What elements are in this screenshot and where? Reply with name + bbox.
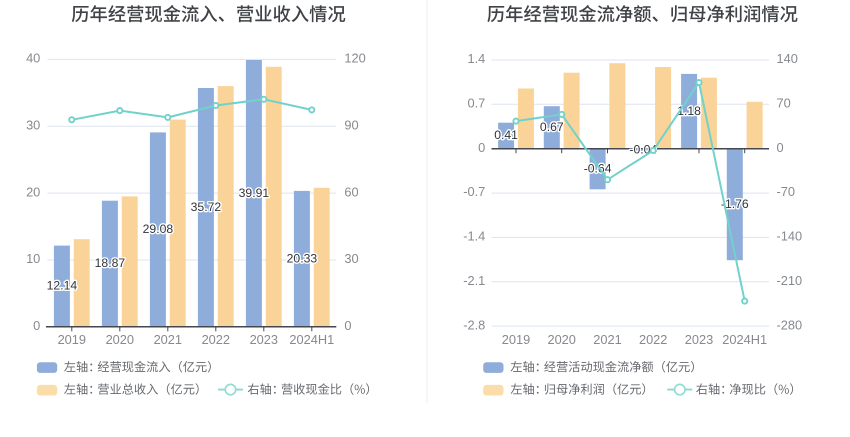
svg-text:40: 40 <box>26 51 40 66</box>
svg-text:2023: 2023 <box>685 332 713 347</box>
svg-text:0: 0 <box>33 318 40 333</box>
svg-text:20: 20 <box>26 184 40 199</box>
svg-text:0.67: 0.67 <box>540 120 564 134</box>
svg-text:-280: -280 <box>777 317 803 332</box>
svg-text:20.33: 20.33 <box>287 251 318 265</box>
svg-text:70: 70 <box>777 96 791 111</box>
svg-text:2019: 2019 <box>502 332 530 347</box>
svg-text:29.08: 29.08 <box>143 222 174 236</box>
svg-text:-2.8: -2.8 <box>463 317 485 332</box>
svg-text:1.4: 1.4 <box>468 51 486 66</box>
svg-text:0: 0 <box>344 318 351 333</box>
svg-text:-70: -70 <box>777 184 796 199</box>
svg-text:2022: 2022 <box>639 332 667 347</box>
svg-text:2024H1: 2024H1 <box>722 332 767 347</box>
svg-text:-1.4: -1.4 <box>463 229 485 244</box>
svg-text:2021: 2021 <box>154 332 182 347</box>
svg-text:2020: 2020 <box>547 332 575 347</box>
svg-text:2019: 2019 <box>58 332 86 347</box>
svg-text:18.87: 18.87 <box>95 256 126 270</box>
svg-text:0: 0 <box>478 140 485 155</box>
svg-text:140: 140 <box>777 51 798 66</box>
svg-text:-140: -140 <box>777 229 803 244</box>
svg-text:2023: 2023 <box>250 332 278 347</box>
svg-text:35.72: 35.72 <box>191 200 222 214</box>
svg-text:0.7: 0.7 <box>468 96 486 111</box>
svg-text:90: 90 <box>344 117 358 132</box>
svg-text:2021: 2021 <box>593 332 621 347</box>
svg-text:39.91: 39.91 <box>239 186 270 200</box>
svg-text:-0.64: -0.64 <box>584 162 612 176</box>
svg-text:30: 30 <box>344 251 358 266</box>
svg-text:10: 10 <box>26 251 40 266</box>
svg-text:60: 60 <box>344 184 358 199</box>
svg-text:30: 30 <box>26 117 40 132</box>
svg-text:-210: -210 <box>777 273 803 288</box>
svg-text:2022: 2022 <box>202 332 230 347</box>
svg-text:-2.1: -2.1 <box>463 273 485 288</box>
svg-text:0: 0 <box>777 140 784 155</box>
svg-text:2024H1: 2024H1 <box>289 332 334 347</box>
svg-text:-1.76: -1.76 <box>721 197 749 211</box>
svg-text:120: 120 <box>344 51 365 66</box>
svg-text:2020: 2020 <box>106 332 134 347</box>
svg-text:12.14: 12.14 <box>47 279 78 293</box>
svg-text:-0.7: -0.7 <box>463 184 485 199</box>
svg-text:0.41: 0.41 <box>494 128 518 142</box>
